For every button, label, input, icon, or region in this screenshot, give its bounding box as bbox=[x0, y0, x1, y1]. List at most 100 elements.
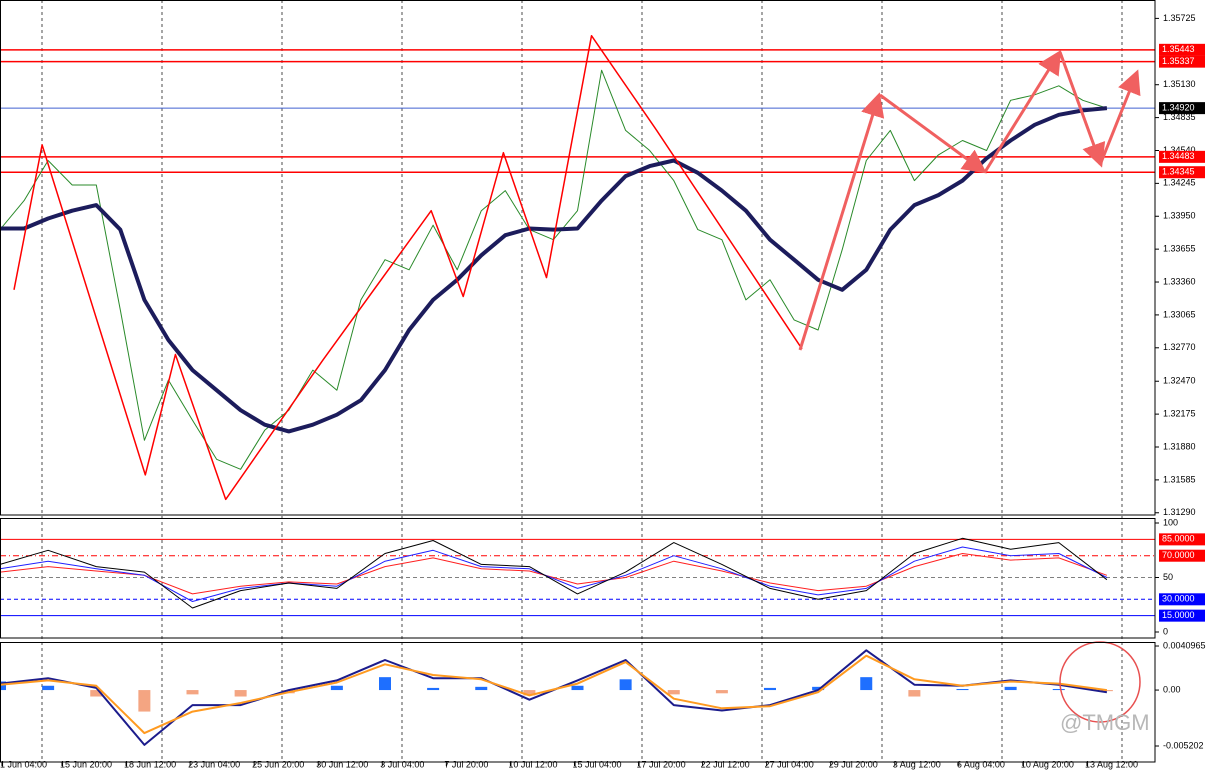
histogram-bar bbox=[715, 690, 728, 694]
level-label: 1.34920 bbox=[1162, 103, 1195, 113]
y-tick-label: 0.0040965 bbox=[1163, 640, 1206, 650]
level-label-box bbox=[1159, 549, 1205, 562]
histogram-bar bbox=[1052, 688, 1065, 691]
series-line bbox=[13, 34, 803, 501]
histogram-bar bbox=[523, 690, 536, 696]
y-tick-label: 1.33950 bbox=[1163, 211, 1196, 221]
panel bbox=[0, 537, 1155, 617]
level-label-box bbox=[1159, 150, 1205, 163]
x-tick-label: 10 Jul 12:00 bbox=[508, 759, 557, 769]
level-label-box bbox=[1159, 55, 1205, 68]
histogram-bar bbox=[379, 677, 391, 691]
arrow bbox=[1058, 51, 1106, 168]
series-line bbox=[0, 654, 1108, 735]
panel-borders bbox=[0, 0, 1156, 763]
y-tick-label: 50 bbox=[1163, 572, 1173, 582]
y-tick-label: 1.31880 bbox=[1163, 441, 1196, 451]
level-label-box bbox=[1159, 166, 1205, 179]
y-tick-label: 1.32470 bbox=[1163, 376, 1196, 386]
level-label: 1.35443 bbox=[1162, 44, 1195, 54]
x-tick-label: 23 Jun 04:00 bbox=[188, 759, 240, 769]
y-tick-label: 1.35130 bbox=[1163, 79, 1196, 89]
x-tick-label: 30 Jun 12:00 bbox=[316, 759, 368, 769]
y-tick-label: -0.005202 bbox=[1163, 740, 1204, 750]
axes: 1 Jun 04:00 15 Jun 20:00 18 Jun 12:00 23 Ju… bbox=[0, 13, 1206, 770]
x-tick-label: 7 Jul 20:00 bbox=[444, 759, 488, 769]
x-tick-label: 18 Jun 12:00 bbox=[124, 759, 176, 769]
histogram-bar bbox=[475, 686, 488, 691]
x-tick-label: 17 Jul 20:00 bbox=[637, 759, 686, 769]
series-line bbox=[0, 537, 1108, 609]
histogram-bar bbox=[1004, 686, 1017, 691]
x-tick-label: 13 Aug 12:00 bbox=[1085, 759, 1138, 769]
histogram-bar bbox=[860, 677, 873, 691]
histogram-bar bbox=[571, 685, 584, 691]
series-line bbox=[0, 553, 1108, 595]
histogram-bar bbox=[1100, 690, 1113, 692]
panel bbox=[0, 649, 1113, 746]
macd-panel-border bbox=[0, 642, 1156, 763]
x-tick-label: 29 Jul 20:00 bbox=[829, 759, 878, 769]
series-line bbox=[0, 106, 1108, 434]
y-tick-label: 100 bbox=[1163, 517, 1178, 527]
histogram-bar bbox=[0, 681, 6, 691]
arrow bbox=[879, 93, 987, 174]
y-tick-label: 1.32175 bbox=[1163, 408, 1196, 418]
chart-content bbox=[0, 34, 1155, 746]
y-tick-label: 1.33360 bbox=[1163, 276, 1196, 286]
histogram-bar bbox=[42, 685, 55, 691]
watermark: @TMGM bbox=[1060, 710, 1150, 735]
level-label: 70.0000 bbox=[1162, 550, 1195, 560]
y-tick-label: 1.31290 bbox=[1163, 507, 1196, 517]
y-tick-label: 1.34245 bbox=[1163, 178, 1196, 188]
y-tick-label: 0.00 bbox=[1163, 684, 1181, 694]
level-label: 1.34483 bbox=[1162, 151, 1195, 161]
y-tick-label: 1.35725 bbox=[1163, 13, 1196, 23]
histogram-bar bbox=[330, 685, 343, 691]
histogram-bar bbox=[764, 687, 776, 691]
x-tick-label: 1 Jun 04:00 bbox=[0, 759, 47, 769]
histogram-bar bbox=[186, 690, 199, 695]
x-tick-label: 10 Aug 20:00 bbox=[1021, 759, 1074, 769]
y-tick-label: 1.34540 bbox=[1163, 145, 1196, 155]
time-grid bbox=[41, 0, 1123, 762]
x-tick-label: 6 Aug 04:00 bbox=[957, 759, 1005, 769]
level-label: 15.0000 bbox=[1162, 610, 1195, 620]
y-tick-label: 1.33065 bbox=[1163, 309, 1196, 319]
oscillator-panel-border bbox=[0, 518, 1156, 639]
histogram-bar bbox=[667, 690, 680, 695]
y-tick-label: 1.32770 bbox=[1163, 342, 1196, 352]
y-tick-label: 1.33655 bbox=[1163, 244, 1196, 254]
x-tick-label: 22 Jul 12:00 bbox=[701, 759, 750, 769]
level-label: 30.0000 bbox=[1162, 594, 1195, 604]
histogram-bar bbox=[908, 690, 921, 697]
y-tick-label: 1.31585 bbox=[1163, 474, 1196, 484]
level-label-box bbox=[1159, 533, 1205, 546]
x-tick-label: 3 Aug 12:00 bbox=[893, 759, 941, 769]
x-tick-label: 3 Jul 04:00 bbox=[380, 759, 424, 769]
histogram-bar bbox=[90, 690, 103, 697]
x-tick-label: 15 Jun 20:00 bbox=[60, 759, 112, 769]
x-tick-label: 15 Jul 04:00 bbox=[572, 759, 621, 769]
histogram-bar bbox=[234, 690, 247, 697]
panel bbox=[0, 34, 1155, 501]
arrow bbox=[983, 49, 1062, 173]
level-label-box bbox=[1159, 593, 1205, 606]
level-label: 1.34345 bbox=[1162, 167, 1195, 177]
x-tick-label: 25 Jun 20:00 bbox=[252, 759, 304, 769]
histogram-bar bbox=[619, 679, 632, 691]
histogram-bar bbox=[138, 690, 151, 712]
series-line bbox=[0, 546, 1108, 602]
arrow bbox=[1098, 69, 1141, 166]
histogram-bar bbox=[427, 687, 440, 691]
arrow bbox=[798, 92, 885, 351]
level-label-box bbox=[1159, 43, 1205, 56]
x-tick-label: 27 Jul 04:00 bbox=[765, 759, 814, 769]
price-panel-border bbox=[0, 0, 1156, 516]
level-label-box bbox=[1159, 609, 1205, 622]
annotation-arrows bbox=[798, 49, 1141, 351]
y-tick-label: 1.34835 bbox=[1163, 112, 1196, 122]
y-tick-label: 0 bbox=[1163, 626, 1168, 636]
